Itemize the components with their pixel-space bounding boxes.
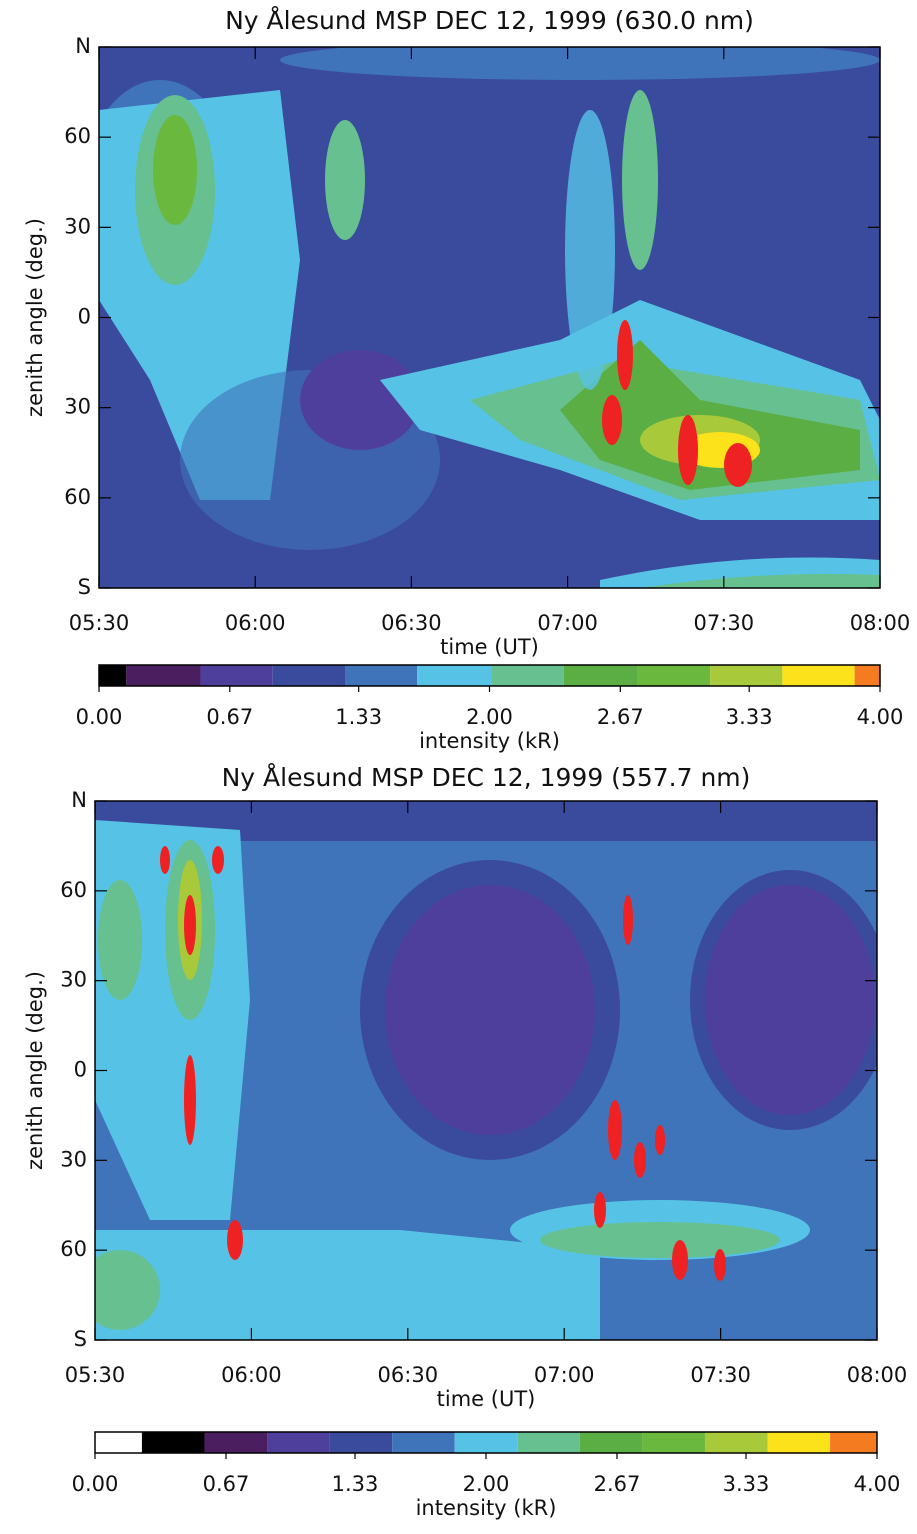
- colorbar-tick-label: 4.00: [857, 705, 904, 729]
- x-tick-label: 08:00: [847, 1363, 908, 1387]
- y-tick-label: N: [71, 788, 87, 812]
- y-tick-label: N: [75, 34, 91, 58]
- y-tick-label: S: [74, 1327, 87, 1351]
- x-tick-label: 06:00: [225, 611, 286, 635]
- y-tick-label: 60: [64, 485, 91, 509]
- colorbar-tick-label: 2.00: [463, 1472, 510, 1496]
- contour-field: [99, 47, 880, 588]
- x-tick-label: 08:00: [850, 611, 911, 635]
- colorbar-tick-label: 1.33: [332, 1472, 379, 1496]
- colorbar-segment: [563, 665, 638, 686]
- colorbar-segment: [204, 1432, 268, 1453]
- colorbar-segment: [99, 665, 127, 686]
- colorbar-segment: [454, 1432, 518, 1453]
- y-tick-label: 0: [74, 1058, 87, 1082]
- colorbar-tick-label: 2.67: [594, 1472, 641, 1496]
- chart-title: Ny Ålesund MSP DEC 12, 1999 (557.7 nm): [222, 763, 751, 792]
- colorbar-segment: [579, 1432, 643, 1453]
- y-axis-label: zenith angle (deg.): [23, 971, 47, 1170]
- colorbar-tick-label: 0.67: [206, 705, 253, 729]
- colorbar-segment: [267, 1432, 330, 1453]
- colorbar-segment: [141, 1432, 205, 1453]
- x-tick-label: 05:30: [69, 611, 130, 635]
- colorbar-tick-label: 1.33: [335, 705, 382, 729]
- colorbar-segment: [830, 1432, 877, 1453]
- colorbar-tick-label: 2.67: [597, 705, 644, 729]
- colorbar-segment: [329, 1432, 393, 1453]
- y-axis-label: zenith angle (deg.): [23, 218, 47, 417]
- y-tick-label: 30: [60, 1147, 87, 1171]
- colorbar-label: intensity (kR): [416, 1496, 557, 1520]
- colorbar-segment: [767, 1432, 831, 1453]
- x-tick-label: 07:30: [690, 1363, 751, 1387]
- x-tick-label: 06:00: [221, 1363, 282, 1387]
- colorbar-tick-label: 0.67: [203, 1472, 250, 1496]
- x-axis-label: time (UT): [437, 1387, 536, 1411]
- y-tick-label: 60: [60, 878, 87, 902]
- colorbar-segment: [417, 665, 492, 686]
- colorbar-segment: [704, 1432, 768, 1453]
- colorbar-segment: [854, 665, 880, 686]
- y-tick-label: 60: [60, 1237, 87, 1261]
- colorbar-segment: [272, 665, 346, 686]
- colorbar-segment: [782, 665, 855, 686]
- colorbar-tick-label: 3.33: [726, 705, 773, 729]
- colorbar-segment: [95, 1432, 142, 1453]
- colorbar-segment: [200, 665, 273, 686]
- colorbar-segment: [637, 665, 711, 686]
- chart-title: Ny Ålesund MSP DEC 12, 1999 (630.0 nm): [225, 6, 754, 35]
- colorbar-label: intensity (kR): [419, 729, 560, 753]
- colorbar-tick-label: 4.00: [854, 1472, 901, 1496]
- x-tick-label: 07:30: [694, 611, 755, 635]
- y-tick-label: 0: [78, 305, 91, 329]
- x-tick-label: 05:30: [65, 1363, 126, 1387]
- colorbar-tick-label: 3.33: [723, 1472, 770, 1496]
- colorbar-segment: [491, 665, 564, 686]
- x-tick-label: 06:30: [378, 1363, 439, 1387]
- y-tick-label: 60: [64, 124, 91, 148]
- x-axis-label: time (UT): [440, 635, 539, 659]
- colorbar-tick-label: 0.00: [72, 1472, 119, 1496]
- colorbar-segment: [517, 1432, 580, 1453]
- y-tick-label: S: [78, 575, 91, 599]
- contour-field: [95, 801, 877, 1340]
- y-tick-label: 30: [64, 214, 91, 238]
- colorbar-tick-label: 2.00: [466, 705, 513, 729]
- x-tick-label: 07:00: [537, 611, 598, 635]
- y-tick-label: 30: [60, 968, 87, 992]
- colorbar-segment: [642, 1432, 705, 1453]
- colorbar-segment: [710, 665, 783, 686]
- colorbar-tick-label: 0.00: [76, 705, 123, 729]
- x-tick-label: 06:30: [381, 611, 442, 635]
- colorbar-segment: [392, 1432, 455, 1453]
- colorbar-segment: [126, 665, 201, 686]
- y-tick-label: 30: [64, 395, 91, 419]
- colorbar-segment: [345, 665, 418, 686]
- x-tick-label: 07:00: [534, 1363, 595, 1387]
